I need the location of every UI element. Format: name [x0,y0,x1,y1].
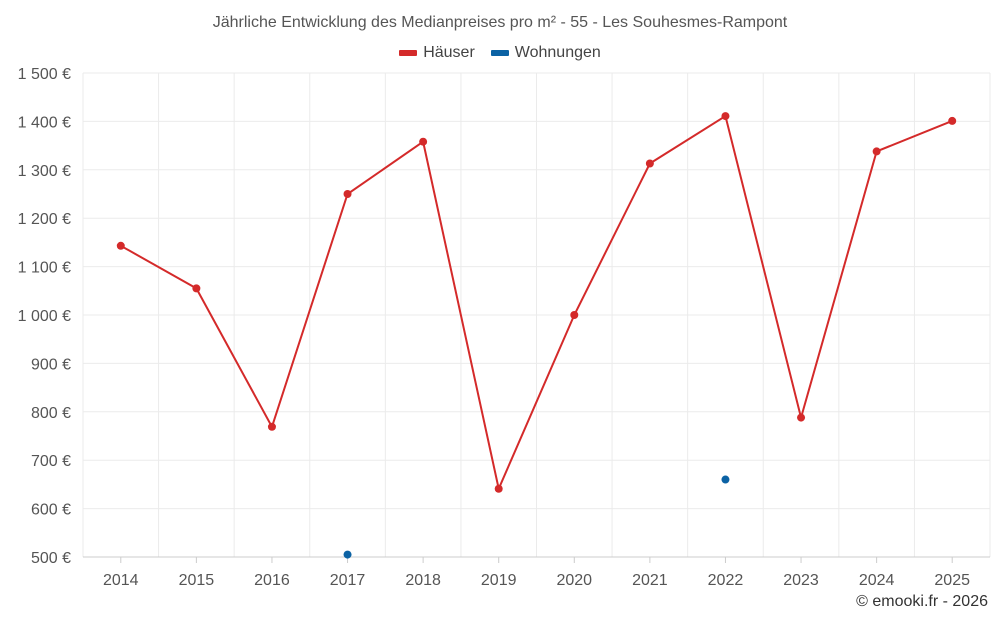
x-tick-label: 2021 [632,572,668,589]
data-point-haeuser [645,159,654,168]
data-point-wohnungen [721,475,730,484]
x-tick-label: 2023 [783,572,819,589]
y-tick-label: 1 000 € [18,308,71,325]
x-tick-label: 2025 [934,572,970,589]
data-point-haeuser [948,116,957,125]
x-tick-label: 2018 [405,572,441,589]
data-point-haeuser [797,413,806,422]
data-point-haeuser [116,241,125,250]
x-tick-label: 2022 [708,572,744,589]
chart-title: Jährliche Entwicklung des Medianpreises … [212,14,788,31]
y-tick-label: 1 300 € [18,163,71,180]
y-tick-label: 1 500 € [18,66,71,83]
data-point-haeuser [419,137,428,146]
legend-swatch-haeuser [399,50,418,56]
legend-swatch-wohnungen [490,50,509,56]
y-tick-label: 800 € [31,405,71,422]
y-tick-label: 1 200 € [18,211,71,228]
x-tick-label: 2014 [103,572,139,589]
series-line-haeuser [120,114,953,492]
x-tick-label: 2020 [556,572,592,589]
y-tick-label: 900 € [31,356,71,373]
x-tick-label: 2016 [254,572,290,589]
data-point-haeuser [872,147,881,156]
data-point-haeuser [267,422,276,431]
data-point-haeuser [343,190,352,198]
y-tick-label: 1 400 € [18,114,71,131]
copyright-footer: © emooki.fr - 2026 [856,593,988,610]
legend-label-wohnungen: Wohnungen [514,44,601,61]
y-tick-label: 1 100 € [18,260,71,277]
legend-item-haeuser[interactable]: Häuser [399,44,475,62]
x-tick-label: 2019 [481,572,517,589]
data-point-haeuser [494,484,503,493]
data-point-haeuser [570,311,579,319]
x-tick-label: 2024 [859,572,895,589]
data-point-haeuser [721,112,730,121]
legend-label-haeuser: Häuser [423,44,475,61]
y-tick-label: 600 € [31,502,71,519]
data-point-haeuser [192,284,201,293]
chart-legend: Häuser Wohnungen [0,44,1000,62]
y-tick-label: 500 € [31,550,71,567]
legend-item-wohnungen[interactable]: Wohnungen [490,44,601,62]
x-tick-label: 2015 [179,572,215,589]
data-point-wohnungen [343,550,352,559]
y-tick-label: 700 € [31,453,71,470]
x-tick-label: 2017 [330,572,366,589]
